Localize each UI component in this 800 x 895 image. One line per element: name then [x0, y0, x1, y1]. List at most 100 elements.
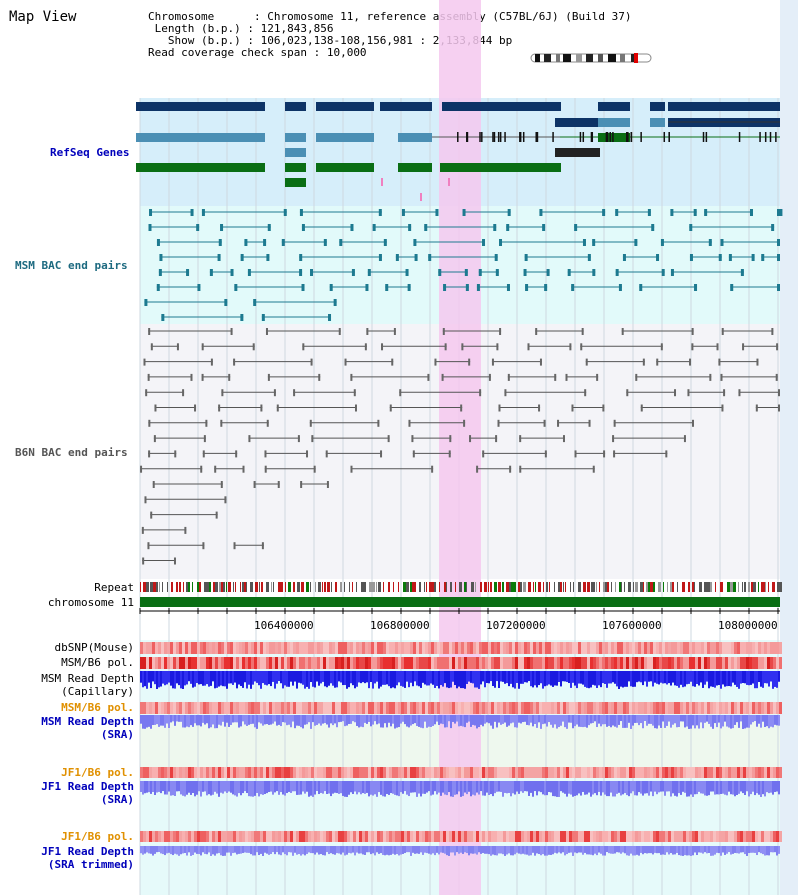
heat-cell [614, 831, 617, 842]
heat-cell [776, 642, 779, 654]
heat-cell [248, 702, 251, 714]
b6n-end-marker [202, 450, 205, 458]
depth-bar [210, 671, 212, 686]
heat-cell [725, 767, 728, 778]
b6n-end-marker [602, 404, 605, 412]
bac-end-marker [622, 254, 626, 261]
bac-end-marker [385, 284, 389, 291]
heat-cell [437, 702, 440, 714]
msm-read-depth-capillary[interactable] [140, 671, 780, 689]
repeat-element [624, 582, 625, 592]
heat-cell [755, 831, 758, 842]
jf1-b6-pol-heatmap-2[interactable] [140, 831, 782, 842]
jf1-b6-pol-heatmap[interactable] [140, 767, 782, 778]
repeat-element [285, 582, 286, 592]
depth-bar [308, 781, 310, 797]
heat-cell [596, 831, 599, 842]
msm-b6-pol-heatmap-2[interactable] [140, 702, 782, 714]
depth-bar [372, 671, 374, 689]
depth-bar [250, 671, 252, 689]
depth-bar [342, 781, 344, 796]
depth-bar [718, 715, 720, 723]
depth-bar [438, 671, 440, 689]
jf1-read-depth-trimmed[interactable] [140, 846, 780, 856]
depth-bar [756, 671, 758, 689]
heat-cell [491, 702, 494, 714]
heat-cell [734, 767, 737, 778]
heat-cell [647, 642, 650, 654]
highlight-region[interactable] [439, 0, 481, 895]
heat-cell [329, 831, 332, 842]
depth-bar [408, 846, 410, 853]
msm-read-depth-sra[interactable] [140, 715, 780, 729]
depth-bar [336, 671, 338, 688]
heat-cell [716, 767, 719, 778]
depth-bar [218, 781, 220, 797]
heat-cell [722, 642, 725, 654]
depth-bar [282, 715, 284, 723]
refseq-label[interactable]: RefSeq Genes [50, 146, 130, 159]
depth-bar [328, 671, 330, 686]
b6n-bac-label[interactable]: B6N BAC end pairs [15, 446, 128, 459]
depth-bar [636, 846, 638, 855]
b6n-end-marker [325, 450, 328, 458]
heat-cell [578, 657, 581, 669]
b6n-end-marker [527, 343, 530, 351]
heat-cell [386, 657, 389, 669]
heat-cell [449, 642, 452, 654]
gene-exon-tick [519, 132, 522, 142]
depth-bar [206, 846, 208, 855]
refseq-genes[interactable] [136, 102, 780, 201]
depth-bar [724, 846, 726, 855]
heat-cell [560, 657, 563, 669]
depth-bar [302, 781, 304, 792]
msm-bac-pairs[interactable] [144, 209, 783, 321]
msm-b6-pol-heatmap[interactable] [140, 657, 782, 669]
depth-bar [304, 715, 306, 725]
depth-bar [208, 671, 210, 687]
depth-bar [540, 671, 542, 684]
heat-cell [578, 702, 581, 714]
msm-bac-label[interactable]: MSM BAC end pairs [15, 259, 128, 272]
depth-bar [312, 846, 314, 854]
b6n-bac-pairs[interactable] [140, 328, 780, 565]
depth-bar [350, 715, 352, 724]
repeat-track[interactable] [140, 582, 782, 592]
heat-cell [398, 657, 401, 669]
heat-cell [428, 642, 431, 654]
depth-bar [172, 671, 174, 689]
depth-bar [184, 715, 186, 728]
b6n-end-marker [535, 328, 538, 335]
heat-cell [416, 831, 419, 842]
depth-bar [716, 846, 718, 853]
b6n-end-marker [143, 358, 146, 366]
chromosome-ideogram[interactable] [530, 53, 652, 63]
heat-cell [362, 657, 365, 669]
depth-bar [512, 715, 514, 723]
b6n-end-marker [660, 343, 663, 351]
depth-bar [390, 846, 392, 855]
heat-cell [761, 831, 764, 842]
depth-bar [488, 715, 490, 724]
repeat-element [372, 582, 375, 592]
depth-bar [140, 671, 142, 683]
dbsnp-heatmap[interactable] [140, 642, 782, 654]
depth-bar [730, 671, 732, 687]
heat-cell [632, 702, 635, 714]
depth-bar [746, 715, 748, 728]
heat-cell [185, 642, 188, 654]
heat-cell [485, 767, 488, 778]
heat-cell [164, 831, 167, 842]
depth-bar [552, 781, 554, 797]
depth-bar [320, 846, 322, 855]
depth-bar [676, 715, 678, 728]
jf1-read-depth-sra[interactable] [140, 781, 780, 797]
b6n-end-marker [202, 542, 205, 550]
depth-bar [398, 715, 400, 728]
heat-cell [542, 657, 545, 669]
heat-cell [770, 831, 773, 842]
depth-bar [698, 846, 700, 853]
depth-bar [468, 781, 470, 792]
b6n-end-marker [574, 450, 577, 458]
